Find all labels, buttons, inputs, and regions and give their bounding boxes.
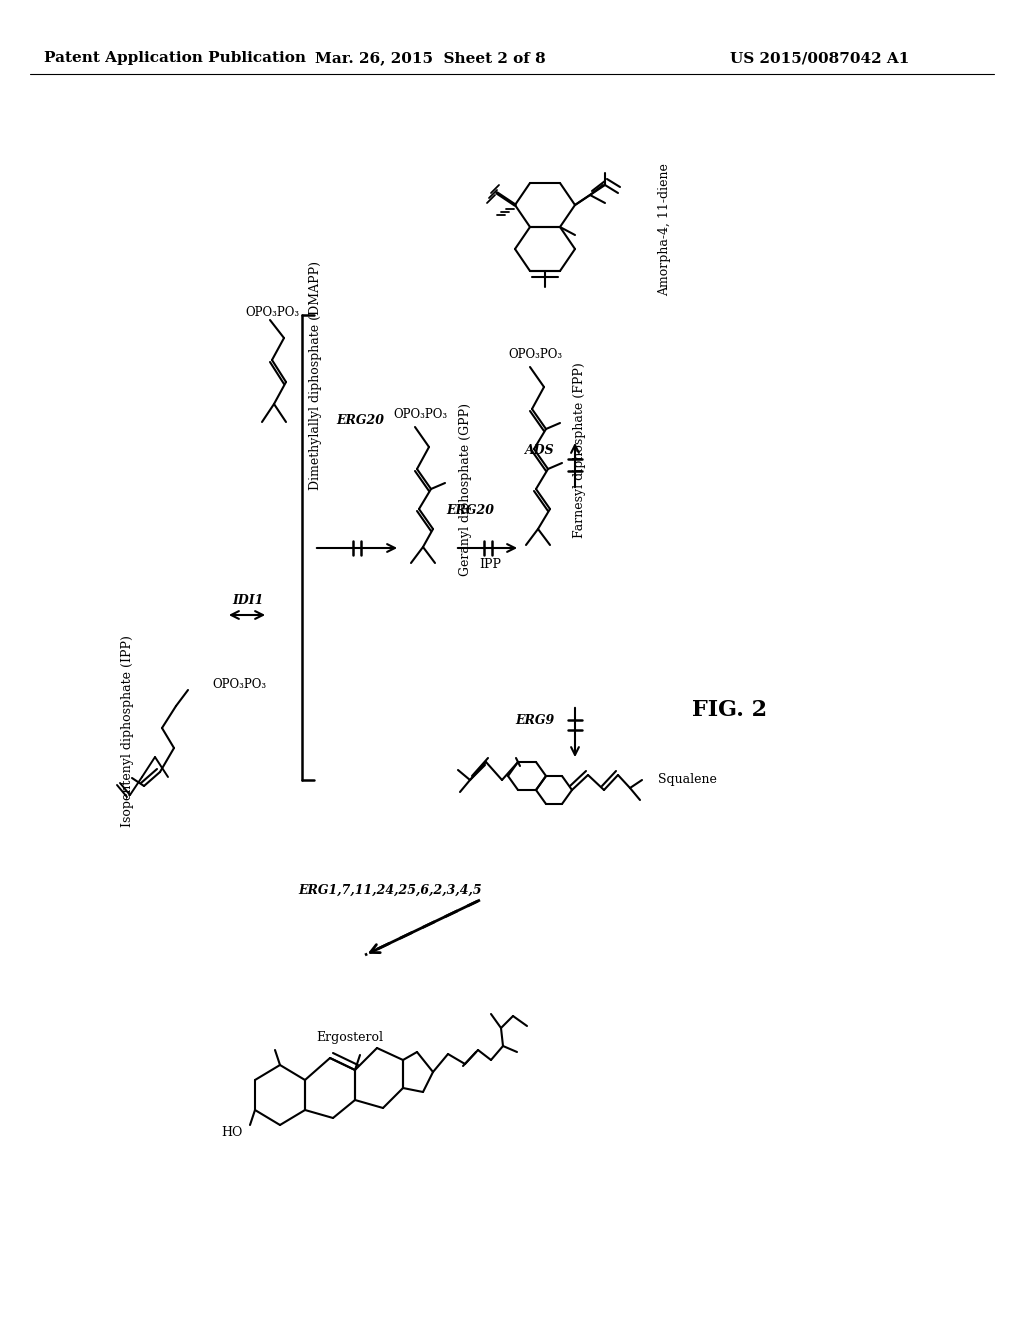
Text: ERG20: ERG20 xyxy=(446,503,494,516)
Text: Patent Application Publication: Patent Application Publication xyxy=(44,51,306,65)
Text: Ergosterol: Ergosterol xyxy=(316,1031,384,1044)
Text: Dimethylallyl diphosphate (DMAPP): Dimethylallyl diphosphate (DMAPP) xyxy=(308,260,322,490)
Text: Isopentenyl diphosphate (IPP): Isopentenyl diphosphate (IPP) xyxy=(121,635,133,826)
Text: OPO₃PO₃: OPO₃PO₃ xyxy=(393,408,447,421)
Text: ERG9: ERG9 xyxy=(516,714,555,726)
Text: ADS: ADS xyxy=(525,444,555,457)
Text: Geranyl diphosphate (GPP): Geranyl diphosphate (GPP) xyxy=(459,404,471,577)
Text: IDI1: IDI1 xyxy=(232,594,264,606)
Text: Farnesyl diphosphate (FPP): Farnesyl diphosphate (FPP) xyxy=(573,362,587,537)
Text: OPO₃PO₃: OPO₃PO₃ xyxy=(508,348,562,362)
Text: ERG20: ERG20 xyxy=(336,413,384,426)
Text: HO: HO xyxy=(221,1126,243,1138)
Text: Squalene: Squalene xyxy=(658,774,717,787)
Text: FIG. 2: FIG. 2 xyxy=(692,700,768,721)
Text: ERG1,7,11,24,25,6,2,3,4,5: ERG1,7,11,24,25,6,2,3,4,5 xyxy=(298,883,482,896)
Text: US 2015/0087042 A1: US 2015/0087042 A1 xyxy=(730,51,909,65)
Text: Mar. 26, 2015  Sheet 2 of 8: Mar. 26, 2015 Sheet 2 of 8 xyxy=(314,51,546,65)
Text: OPO₃PO₃: OPO₃PO₃ xyxy=(212,677,266,690)
Text: OPO₃PO₃: OPO₃PO₃ xyxy=(245,305,299,318)
Text: Amorpha-4, 11-diene: Amorpha-4, 11-diene xyxy=(658,164,672,297)
Text: IPP: IPP xyxy=(479,558,501,572)
